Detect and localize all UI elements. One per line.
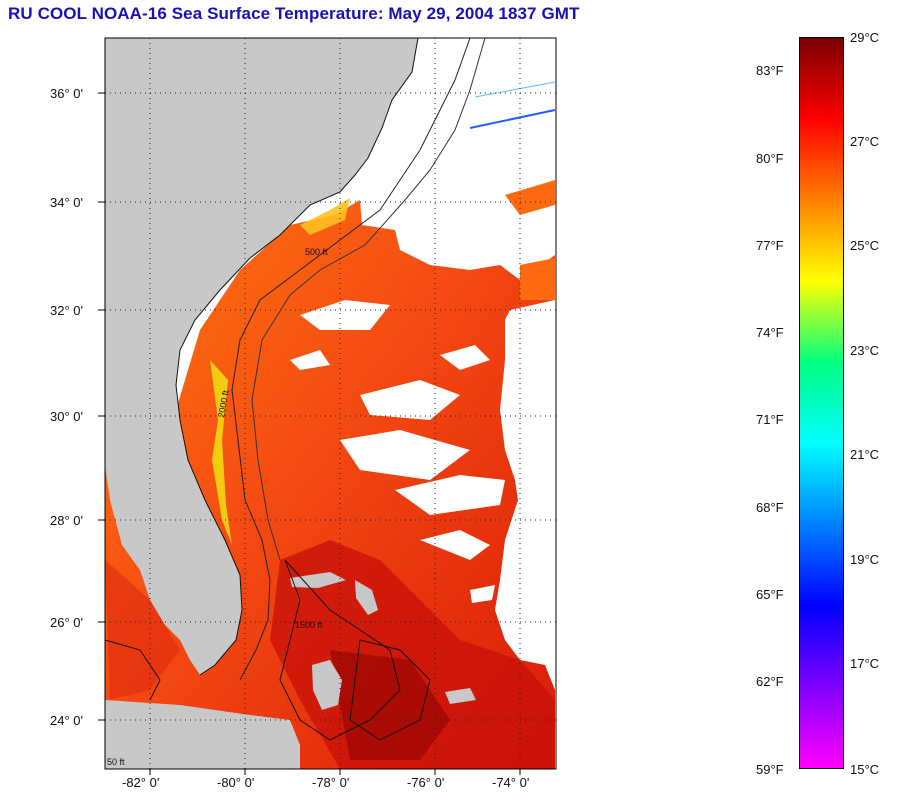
lon-label: -82° 0'	[122, 775, 160, 790]
lat-label: 24° 0'	[50, 713, 83, 728]
contour-label: 2000 ft	[216, 389, 231, 418]
lon-label: -76° 0'	[407, 775, 445, 790]
colorbar-celsius-label: 29°C	[850, 30, 880, 45]
colorbar-fahrenheit-label: 59°F	[756, 762, 784, 777]
land-cuba	[105, 700, 300, 769]
lat-label: 30° 0'	[50, 409, 83, 424]
land-andros	[312, 660, 342, 710]
colorbar-fahrenheit-label: 74°F	[756, 325, 784, 340]
contour-label: 1500 ft	[295, 620, 323, 630]
colorbar-fahrenheit-label: 77°F	[756, 238, 784, 253]
colorbar-celsius-label: 23°C	[850, 343, 880, 358]
lon-label: -78° 0'	[312, 775, 350, 790]
lat-label: 26° 0'	[50, 615, 83, 630]
lon-label: -74° 0'	[492, 775, 530, 790]
contour-label: 50 ft	[107, 757, 125, 767]
lon-label: -80° 0'	[217, 775, 255, 790]
map-frame	[104, 37, 557, 770]
lat-label: 32° 0'	[50, 303, 83, 318]
colorbar-fahrenheit-label: 83°F	[756, 63, 784, 78]
lat-label: 28° 0'	[50, 513, 83, 528]
land-mainland	[105, 38, 418, 675]
colorbar-celsius-label: 15°C	[850, 762, 880, 777]
colorbar-celsius-label: 27°C	[850, 134, 880, 149]
page-title: RU COOL NOAA-16 Sea Surface Temperature:…	[8, 4, 580, 23]
colorbar-fahrenheit-label: 62°F	[756, 674, 784, 689]
contour-label: 500 ft	[305, 247, 328, 257]
lat-label: 34° 0'	[50, 195, 83, 210]
colorbar-celsius-label: 21°C	[850, 447, 880, 462]
colorbar-celsius-label: 25°C	[850, 238, 880, 253]
colorbar-fahrenheit-label: 80°F	[756, 151, 784, 166]
lat-label: 36° 0'	[50, 86, 83, 101]
colorbar-fahrenheit-label: 68°F	[756, 500, 784, 515]
colorbar-fahrenheit-label: 65°F	[756, 587, 784, 602]
colorbar-celsius-label: 17°C	[850, 656, 880, 671]
colorbar-celsius-label: 19°C	[850, 552, 880, 567]
temperature-colorbar	[799, 37, 844, 769]
colorbar-fahrenheit-label: 71°F	[756, 412, 784, 427]
